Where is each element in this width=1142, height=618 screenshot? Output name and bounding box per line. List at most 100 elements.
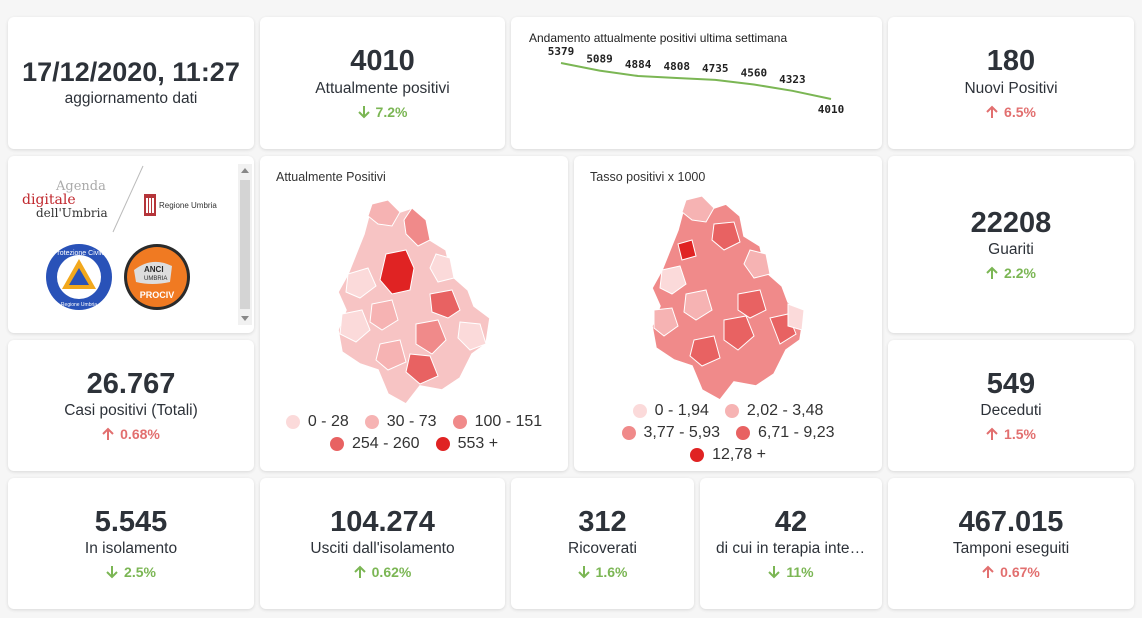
legend-label: 254 - 260 [351, 435, 420, 452]
trend-point-label: 4808 [663, 60, 690, 73]
guariti-value: 22208 [970, 206, 1052, 239]
map2-legend-item: 6,71 - 9,23 [736, 424, 835, 442]
map-attualmente-positivi-card: Attualmente Positivi 0 - 28 30 - 73 100 - … [260, 156, 568, 471]
arrow-down-icon [357, 105, 370, 119]
logos-scrollbar[interactable] [238, 164, 252, 325]
map2-legend-item: 2,02 - 3,48 [724, 402, 824, 420]
legend-swatch-icon [621, 426, 636, 440]
isolamento-delta: 2.5% [106, 564, 156, 580]
divider-line [112, 165, 144, 233]
nuovi-positivi-card: 180 Nuovi Positivi 6.5% [888, 17, 1134, 149]
map1-legend: 0 - 28 30 - 73 100 - 151 254 - 260 553 + [260, 413, 568, 453]
legend-swatch-icon [724, 404, 739, 418]
trend-line [560, 62, 832, 100]
usciti-value: 104.274 [330, 505, 435, 538]
arrow-down-icon [577, 565, 590, 579]
usciti-card: 104.274 Usciti dall'isolamento 0.62% [260, 478, 505, 609]
delta-value: 6.5% [1004, 103, 1036, 120]
map2-legend-item: 12,78 + [690, 446, 766, 464]
trend-point-label: 5089 [586, 53, 613, 66]
isolamento-value: 5.545 [94, 505, 168, 538]
trend-point-label: 4323 [779, 73, 806, 86]
tamponi-value: 467.015 [958, 505, 1064, 538]
guariti-label: Guariti [988, 241, 1034, 259]
map1-title: Attualmente Positivi [276, 170, 386, 184]
legend-label: 3,77 - 5,93 [643, 424, 721, 441]
guariti-delta: 2.2% [986, 265, 1036, 281]
legend-label: 6,71 - 9,23 [758, 424, 835, 441]
map2-legend-item: 0 - 1,94 [632, 402, 709, 420]
isolamento-label: In isolamento [84, 540, 178, 558]
deceduti-delta: 1.5% [986, 426, 1036, 442]
map1-legend-item: 30 - 73 [364, 413, 437, 431]
deceduti-value: 549 [986, 367, 1036, 400]
arrow-up-icon [102, 427, 114, 441]
trend-card: Andamento attualmente positivi ultima se… [511, 17, 882, 149]
protezione-civile-logo: Protezione Civile Regione Umbria [46, 244, 112, 310]
arrow-up-icon [986, 105, 998, 119]
nuovi-positivi-delta: 6.5% [986, 104, 1036, 120]
map1-legend-item: 254 - 260 [329, 435, 420, 453]
legend-swatch-icon [690, 448, 705, 462]
agenda-line1: Agenda [56, 179, 106, 194]
prociv-text: PROCIV [140, 290, 175, 300]
trend-point-label: 4735 [702, 62, 729, 75]
update-label: aggiornamento dati [64, 89, 198, 107]
update-datetime: 17/12/2020, 11:27 [22, 57, 240, 88]
protezione-civile-subtext: Regione Umbria [61, 302, 97, 308]
trend-point-label: 5379 [548, 45, 575, 58]
agenda-line2: digitale [22, 192, 76, 208]
delta-value: 11% [786, 564, 814, 581]
legend-label: 0 - 1,94 [654, 402, 709, 419]
nuovi-positivi-value: 180 [986, 45, 1036, 78]
casi-totali-delta: 0.68% [102, 426, 160, 442]
legend-label: 2,02 - 3,48 [746, 402, 824, 419]
casi-totali-label: Casi positivi (Totali) [64, 402, 198, 420]
anci-text: ANCI [144, 265, 164, 274]
map-tasso-positivi-card: Tasso positivi x 1000 0 - 1,94 2,02 - 3,4… [574, 156, 882, 471]
usciti-label: Usciti dall'isolamento [310, 540, 455, 558]
ricoverati-label: Ricoverati [568, 540, 637, 558]
anci-umbria-prociv-logo: ANCI UMBRIA PROCIV [124, 244, 190, 310]
ricoverati-card: 312 Ricoverati 1.6% [511, 478, 694, 609]
map1-legend-item: 553 + [435, 435, 498, 453]
delta-value: 0.67% [1000, 564, 1040, 581]
logos-card: Agenda digitale dell'Umbria Regione Umbr… [8, 156, 254, 333]
legend-label: 12,78 + [712, 446, 766, 463]
trend-title: Andamento attualmente positivi ultima se… [529, 31, 788, 45]
tamponi-delta: 0.67% [982, 564, 1040, 580]
arrow-up-icon [353, 565, 366, 579]
legend-swatch-icon [435, 437, 450, 451]
trend-sparkline: 5379 5089 4884 4808 4735 4560 4323 4010 [548, 45, 845, 116]
arrow-down-icon [106, 565, 118, 579]
scroll-down-icon[interactable] [241, 316, 249, 321]
map2-legend-item: 3,77 - 5,93 [621, 424, 721, 442]
update-card: 17/12/2020, 11:27 aggiornamento dati [8, 17, 254, 149]
map1-legend-item: 100 - 151 [452, 413, 543, 431]
delta-value: 7.2% [375, 103, 408, 120]
regione-umbria-logo: Regione Umbria [144, 194, 217, 216]
ricoverati-delta: 1.6% [577, 564, 627, 580]
scroll-up-icon[interactable] [241, 168, 249, 173]
legend-label: 0 - 28 [307, 413, 349, 430]
casi-totali-value: 26.767 [86, 367, 176, 400]
delta-value: 0.62% [371, 564, 412, 581]
terapia-intensiva-value: 42 [774, 505, 808, 538]
arrow-up-icon [986, 427, 998, 441]
legend-swatch-icon [632, 404, 647, 418]
tamponi-label: Tamponi eseguiti [952, 540, 1070, 558]
terapia-intensiva-card: 42 di cui in terapia intensiva 11% [700, 478, 882, 609]
legend-swatch-icon [285, 415, 300, 429]
scroll-thumb[interactable] [240, 180, 250, 309]
legend-swatch-icon [364, 415, 379, 429]
protezione-civile-text: Protezione Civile [53, 250, 106, 257]
arrow-down-icon [768, 565, 781, 579]
deceduti-label: Deceduti [980, 402, 1042, 420]
agenda-digitale-logo: Agenda digitale dell'Umbria [22, 180, 108, 219]
attualmente-positivi-value: 4010 [350, 45, 415, 78]
map2-legend: 0 - 1,94 2,02 - 3,48 3,77 - 5,93 6,71 - 9,2… [574, 402, 882, 464]
legend-label: 100 - 151 [474, 413, 543, 430]
anci-umbria-text: UMBRIA [144, 276, 167, 282]
umbria-map-attualmente [337, 199, 491, 405]
casi-totali-card: 26.767 Casi positivi (Totali) 0.68% [8, 340, 254, 471]
